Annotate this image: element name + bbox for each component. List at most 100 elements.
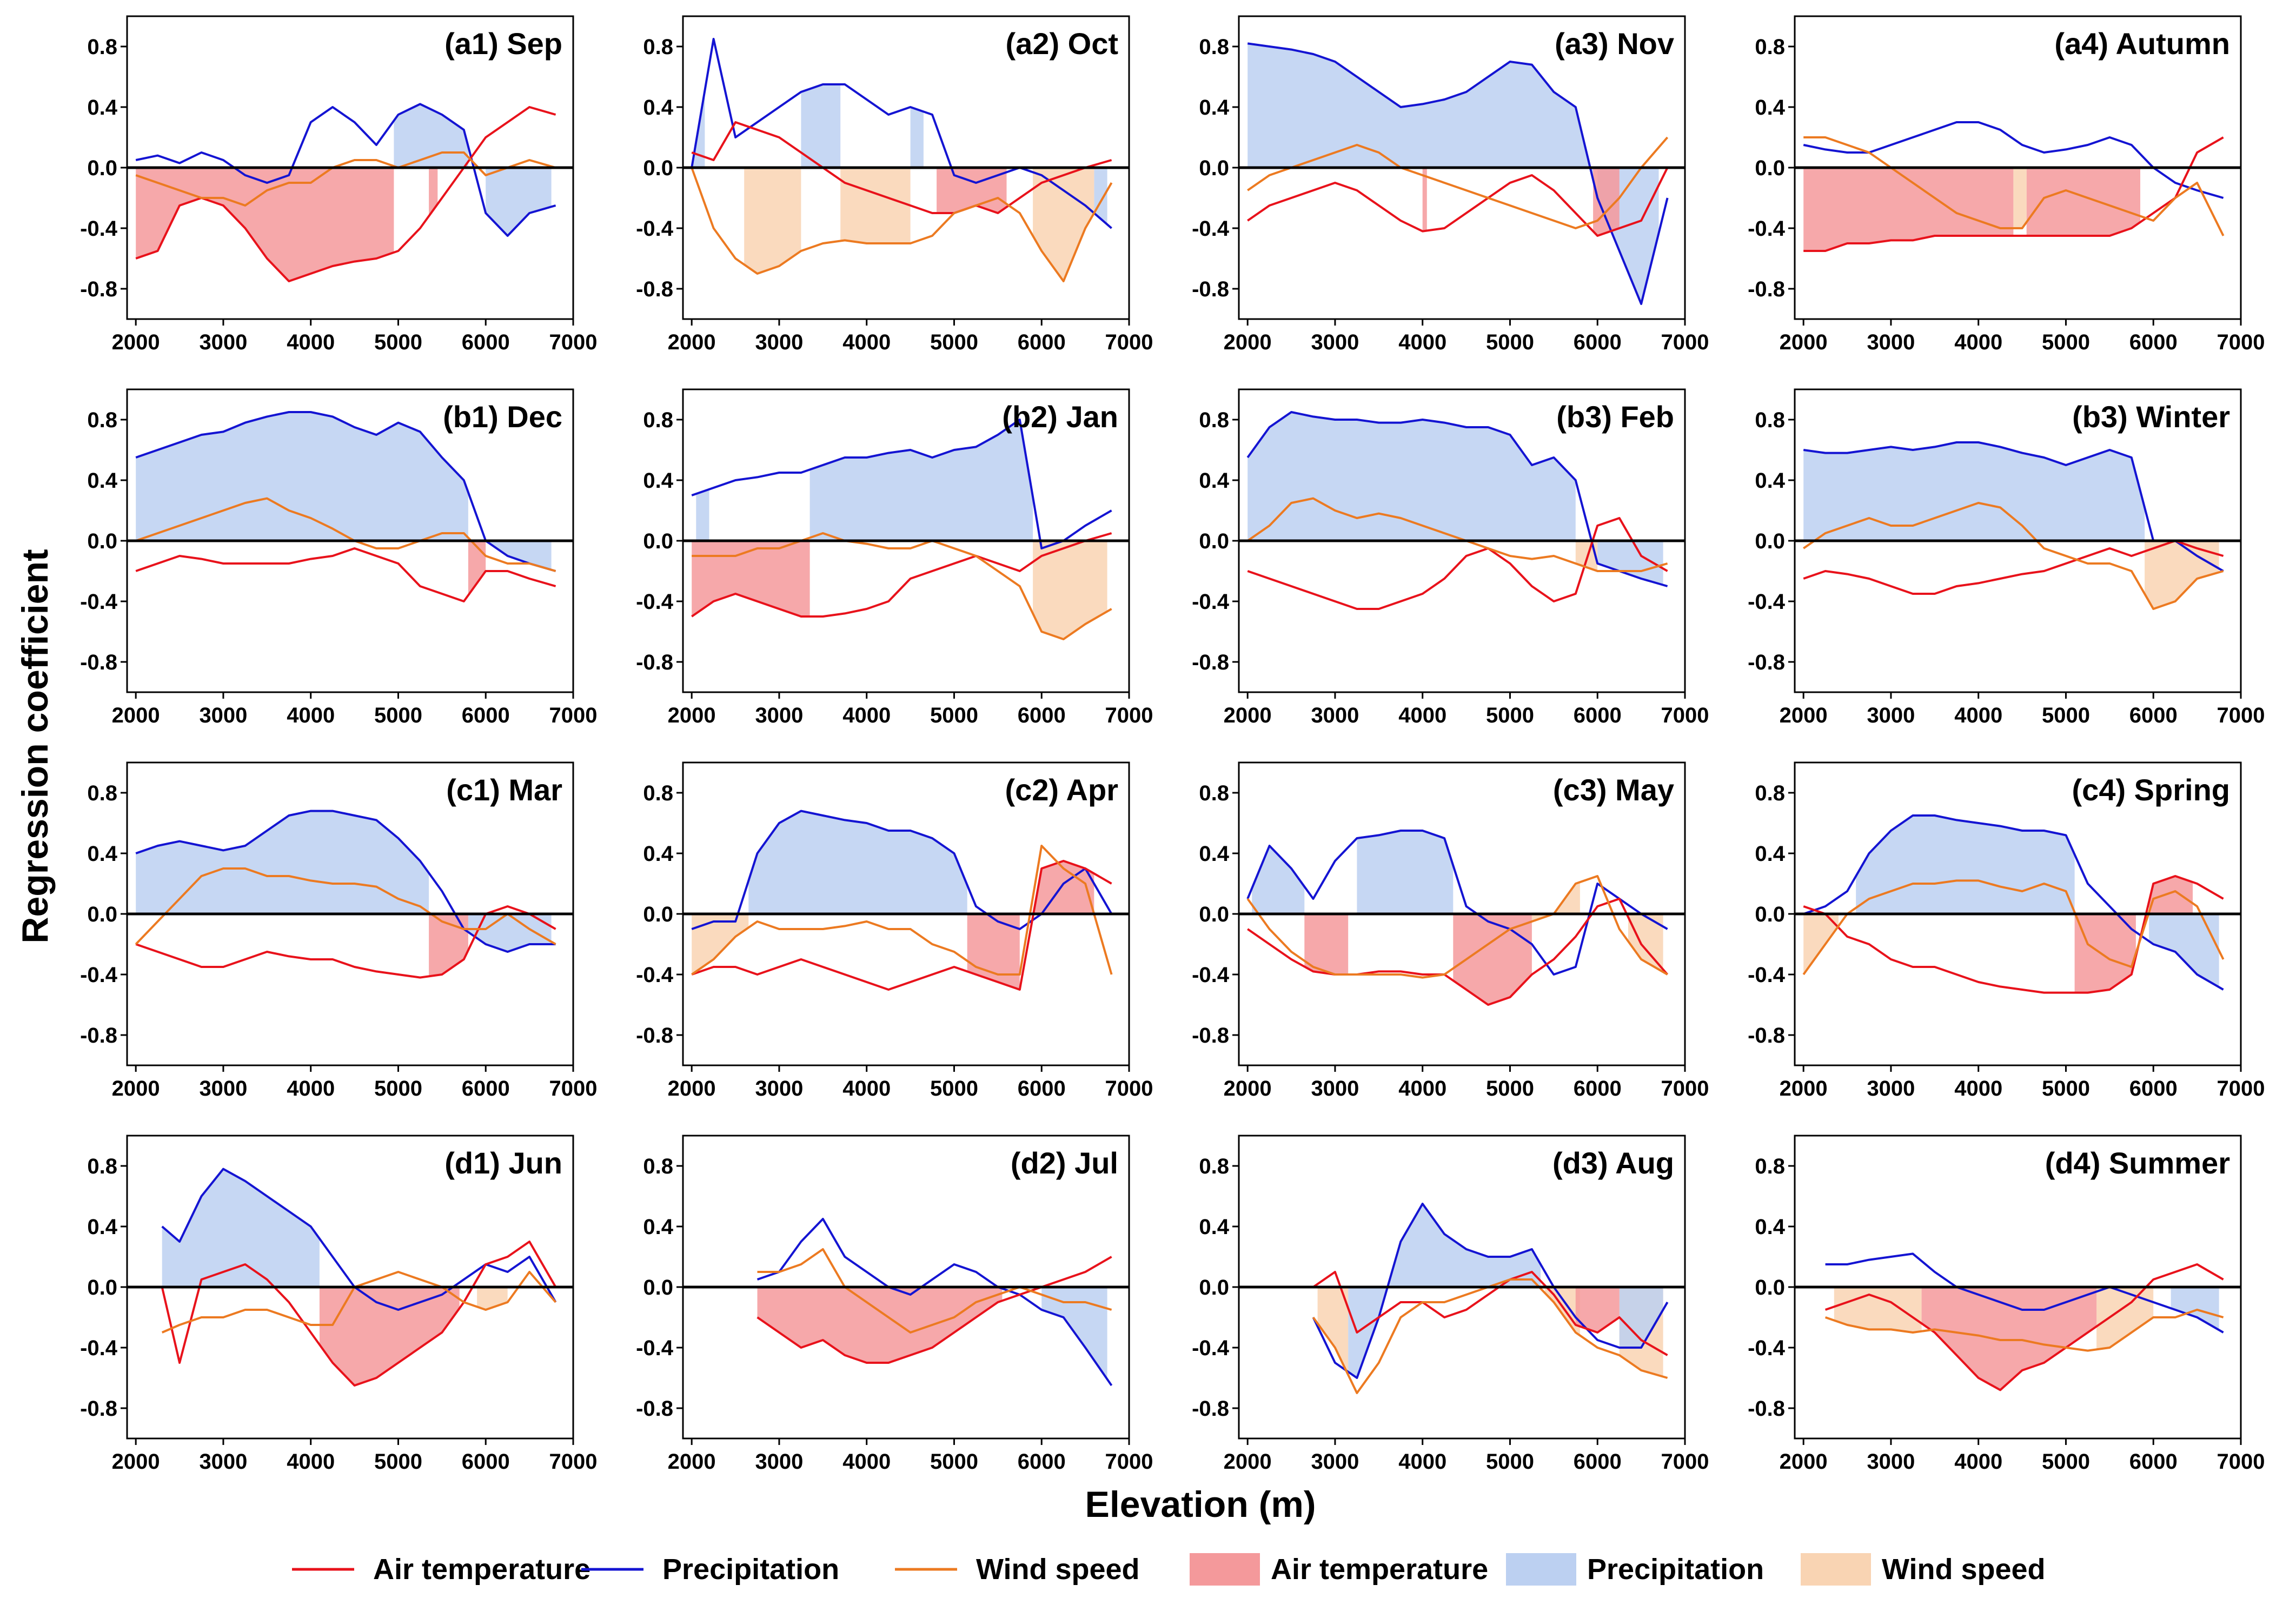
panel-title: (c1) Mar: [446, 773, 562, 807]
x-tick-label: 4000: [1954, 1450, 2002, 1474]
y-tick-label: -0.8: [1748, 651, 1785, 674]
fill-wind-speed-6350-6750: [1628, 914, 1663, 972]
x-tick-label: 3000: [1867, 330, 1915, 354]
y-tick-label: 0.4: [1199, 469, 1229, 493]
panel-title: (a4) Autumn: [2054, 26, 2230, 61]
y-axis-title: Regression coefficient: [15, 549, 56, 943]
x-tick-label: 6000: [2129, 1077, 2178, 1100]
x-tick-label: 3000: [755, 704, 803, 727]
x-tick-label: 2000: [1780, 330, 1828, 354]
x-tick-label: 4000: [1954, 704, 2002, 727]
x-tick-label: 5000: [930, 330, 978, 354]
line-air-temperature: [1247, 167, 1669, 237]
fill-precipitation-2650-5150: [748, 811, 967, 914]
legend-label: Air temperature: [373, 1553, 590, 1586]
panel-title: (a3) Nov: [1555, 26, 1674, 61]
y-tick-label: 0.4: [643, 469, 673, 493]
panel-c4-spring: -0.8 -0.4 0.0 0.4 0.8 2000 3000 4000 5000 6000 700…: [1748, 761, 2265, 1100]
line-air-temperature: [135, 547, 556, 602]
y-tick-label: 0.8: [1199, 35, 1229, 59]
fill-air-temperature-5150-5750: [967, 914, 1020, 990]
fill-precipitation-3250-4350: [1357, 831, 1454, 914]
y-tick-label: 0.8: [643, 408, 673, 432]
line-precipitation: [1803, 441, 2224, 572]
legend-label: Wind speed: [1882, 1553, 2046, 1586]
y-tick-label: 0.8: [1755, 1155, 1785, 1178]
legend-item-patch-air-temperature: Air temperature: [1190, 1553, 1488, 1586]
x-tick-label: 2000: [1224, 330, 1272, 354]
y-tick-label: 0.8: [1755, 408, 1785, 432]
y-tick-label: -0.4: [80, 963, 118, 987]
fill-precipitation-6200-6750: [2171, 1287, 2219, 1330]
x-tick-label: 4000: [1954, 330, 2002, 354]
x-tick-label: 5000: [2042, 330, 2090, 354]
fill-precipitation-2600-5100: [1856, 815, 2075, 914]
fill-precipitation-6000-6750: [1597, 541, 1663, 585]
x-tick-label: 6000: [1574, 1450, 1622, 1474]
line-air-temperature: [1824, 1263, 2224, 1391]
x-tick-label: 7000: [549, 330, 598, 354]
fill-air-temperature-4100-5700: [319, 1287, 460, 1385]
x-tick-label: 7000: [1105, 704, 1153, 727]
line-precipitation: [135, 103, 556, 237]
line-precipitation: [1246, 830, 1668, 976]
x-tick-label: 5000: [1486, 704, 1534, 727]
fill-precipitation-6000-6750: [486, 168, 552, 235]
panel-a2-oct: -0.8 -0.4 0.0 0.4 0.8 2000 3000 4000 5000 6000 700…: [636, 15, 1153, 354]
line-air-temperature: [1803, 540, 2224, 595]
x-tick-label: 5000: [930, 1077, 978, 1100]
y-tick-label: -0.4: [1192, 963, 1230, 987]
x-tick-label: 4000: [287, 1450, 335, 1474]
x-tick-label: 6000: [462, 704, 510, 727]
x-tick-label: 3000: [1867, 1077, 1915, 1100]
line-precipitation: [691, 419, 1112, 549]
y-tick-label: -0.4: [1748, 217, 1786, 241]
x-tick-label: 4000: [842, 1077, 891, 1100]
fill-precipitation-2000-5800: [136, 412, 468, 541]
panel-d3-aug: -0.8 -0.4 0.0 0.4 0.8 2000 3000 4000 5000 6000 700…: [1192, 1135, 1709, 1474]
x-tick-label: 6000: [2129, 330, 2178, 354]
y-tick-label: 0.8: [87, 781, 117, 805]
y-tick-label: 0.0: [1755, 529, 1785, 553]
panel-title: (d4) Summer: [2045, 1146, 2230, 1180]
y-tick-label: 0.8: [1199, 781, 1229, 805]
y-tick-label: -0.4: [1748, 590, 1786, 614]
y-tick-label: -0.4: [636, 217, 674, 241]
y-tick-label: 0.0: [87, 156, 117, 180]
y-tick-label: -0.8: [1748, 1024, 1785, 1047]
y-tick-label: 0.8: [87, 35, 117, 59]
y-tick-label: 0.0: [643, 903, 673, 926]
fill-wind-speed-2800-3150: [1317, 1287, 1349, 1375]
y-tick-label: -0.4: [1192, 590, 1230, 614]
line-precipitation: [135, 810, 556, 953]
x-tick-label: 2000: [1224, 1450, 1272, 1474]
line-precipitation: [1246, 411, 1668, 587]
y-tick-label: -0.4: [80, 217, 118, 241]
y-tick-label: -0.4: [636, 1336, 674, 1360]
x-tick-label: 2000: [112, 1450, 160, 1474]
panel-b3-feb: -0.8 -0.4 0.0 0.4 0.8 2000 3000 4000 5000 6000 700…: [1192, 388, 1709, 727]
y-tick-label: 0.0: [87, 1276, 117, 1299]
y-tick-label: -0.8: [1192, 1024, 1229, 1047]
x-tick-label: 3000: [755, 1077, 803, 1100]
x-tick-label: 5000: [930, 704, 978, 727]
legend-label: Precipitation: [662, 1553, 839, 1586]
line-wind-speed: [1247, 497, 1668, 572]
x-tick-label: 5000: [374, 1450, 422, 1474]
y-tick-label: -0.8: [80, 277, 117, 301]
panel-c3-may: -0.8 -0.4 0.0 0.4 0.8 2000 3000 4000 5000 6000 700…: [1192, 761, 1709, 1100]
y-tick-label: 0.8: [87, 408, 117, 432]
panel-c2-apr: -0.8 -0.4 0.0 0.4 0.8 2000 3000 4000 5000 6000 700…: [636, 761, 1153, 1100]
fill-air-temperature-5350-5450: [429, 168, 438, 216]
panel-d4-summer: -0.8 -0.4 0.0 0.4 0.8 2000 3000 4000 5000 6000 700…: [1748, 1135, 2265, 1474]
y-tick-label: -0.8: [80, 651, 117, 674]
y-tick-label: 0.4: [1755, 1215, 1785, 1239]
legend-label: Air temperature: [1271, 1553, 1488, 1586]
y-tick-label: 0.8: [1199, 408, 1229, 432]
y-tick-label: -0.4: [1748, 1336, 1786, 1360]
line-air-temperature: [135, 106, 556, 282]
x-tick-label: 5000: [2042, 1077, 2090, 1100]
panel-d1-jun: -0.8 -0.4 0.0 0.4 0.8 2000 3000 4000 5000 6000 700…: [80, 1135, 597, 1474]
line-precipitation: [1312, 1203, 1669, 1379]
